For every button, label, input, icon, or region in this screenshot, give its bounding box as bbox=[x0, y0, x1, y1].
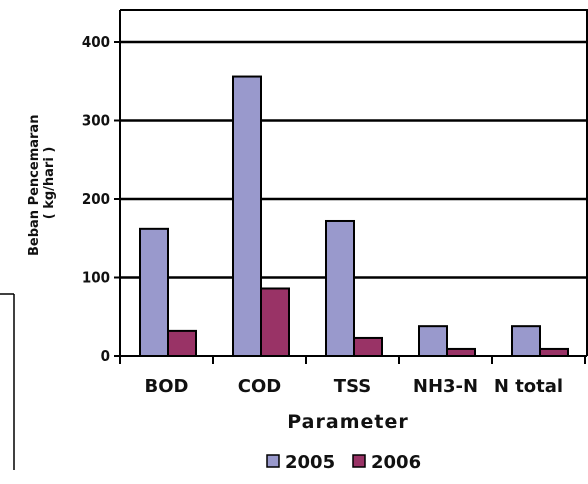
bar-2006-n-total bbox=[539, 347, 569, 357]
y-tick-label: 100 bbox=[82, 269, 110, 287]
category-label: COD bbox=[238, 376, 281, 397]
bar-2005-tss bbox=[325, 219, 355, 357]
bar-2006-nh3-n bbox=[446, 347, 476, 357]
y-tick-label: 0 bbox=[101, 347, 110, 365]
legend: 2005 2006 bbox=[266, 452, 421, 473]
legend-swatch-2006 bbox=[352, 454, 366, 468]
y-axis-title: Beban Pencemaran ( kg/hari ) bbox=[27, 110, 57, 256]
y-axis-title-line-2: ( kg/hari ) bbox=[42, 147, 57, 220]
y-tick-label: 300 bbox=[82, 112, 110, 130]
y-tick-label: 400 bbox=[82, 33, 110, 51]
bar-2005-bod bbox=[139, 227, 169, 357]
legend-label-2006: 2006 bbox=[371, 452, 421, 473]
x-axis bbox=[119, 355, 587, 364]
bars bbox=[139, 75, 569, 358]
bar-2006-tss bbox=[353, 336, 383, 358]
bar-2005-cod bbox=[232, 75, 262, 357]
category-label: NH3-N bbox=[413, 376, 478, 397]
category-label: N total bbox=[494, 376, 563, 397]
category-labels: BOD COD TSS NH3-N N total bbox=[145, 376, 564, 397]
y-tick-label: 200 bbox=[82, 190, 110, 208]
legend-swatch-2005 bbox=[266, 454, 280, 468]
y-axis-title-line-1: Beban Pencemaran bbox=[27, 115, 42, 256]
y-tick-labels: 0 100 200 300 400 bbox=[82, 33, 110, 365]
bar-2006-cod bbox=[260, 287, 290, 357]
bar-2005-n-total bbox=[511, 325, 541, 358]
x-axis-title: Parameter bbox=[287, 411, 408, 433]
bar-2006-bod bbox=[167, 329, 197, 358]
bar-2005-nh3-n bbox=[418, 325, 448, 358]
category-label: TSS bbox=[334, 376, 371, 397]
legend-label-2005: 2005 bbox=[285, 452, 335, 473]
category-label: BOD bbox=[145, 376, 189, 397]
